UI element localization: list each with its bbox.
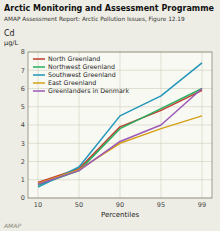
legend-swatch <box>33 74 45 76</box>
x-tick-label: 95 <box>157 201 165 209</box>
legend-label: Greenlanders in Denmark <box>48 87 129 94</box>
legend: North GreenlandNorthwest GreenlandSouthw… <box>33 55 129 94</box>
plot-area <box>28 52 212 198</box>
legend-swatch <box>33 66 45 68</box>
series-group <box>38 63 202 187</box>
subtitle: AMAP Assessment Report: Arctic Pollution… <box>4 16 185 23</box>
legend-swatch <box>33 58 45 60</box>
y-tick-label: 7 <box>21 67 25 75</box>
title: Arctic Monitoring and Assessment Program… <box>4 4 214 13</box>
grid-line-x <box>120 52 121 198</box>
x-tick-label: 90 <box>116 201 124 209</box>
legend-label: North Greenland <box>48 55 100 62</box>
y-tick-label: 8 <box>21 48 25 56</box>
y-tick-label: 2 <box>21 158 25 166</box>
legend-label: Southwest Greenland <box>48 71 116 78</box>
legend-label: East Greenland <box>48 79 96 86</box>
series-line <box>38 63 202 187</box>
series-line <box>38 90 202 182</box>
y-label: Cd <box>4 29 15 38</box>
background <box>0 0 220 231</box>
x-label: Percentiles <box>101 211 140 219</box>
series-line <box>38 116 202 184</box>
footer: AMAP <box>3 222 21 229</box>
legend-swatch <box>33 90 45 92</box>
x-tick-label: 50 <box>75 201 83 209</box>
legend-swatch <box>33 82 45 84</box>
plot-frame <box>28 52 212 198</box>
y-tick-label: 6 <box>21 85 25 93</box>
y-tick-label: 4 <box>21 121 25 129</box>
series-line <box>38 89 202 185</box>
y-tick-label: 0 <box>21 194 25 202</box>
series-line <box>38 89 202 186</box>
x-tick-label: 99 <box>198 201 206 209</box>
grid-line-x <box>202 52 203 198</box>
grid-line-x <box>38 52 39 198</box>
legend-label: Northwest Greenland <box>48 63 115 70</box>
y-tick-label: 3 <box>21 140 25 148</box>
y-tick-label: 1 <box>21 176 25 184</box>
x-tick-label: 10 <box>34 201 42 209</box>
y-tick-label: 5 <box>21 103 25 111</box>
y-label-unit: µg/L <box>4 39 18 47</box>
